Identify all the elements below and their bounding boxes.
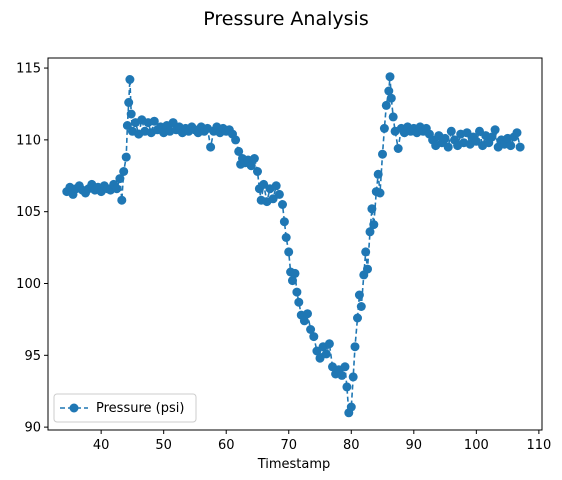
data-point xyxy=(249,154,259,163)
data-point xyxy=(490,125,500,135)
x-tick-label-90: 90 xyxy=(406,438,423,453)
data-point xyxy=(292,287,302,297)
data-point xyxy=(117,195,127,205)
data-point xyxy=(346,402,356,412)
data-point xyxy=(446,126,456,136)
data-point xyxy=(388,112,398,122)
data-point xyxy=(443,142,453,152)
plot-frame xyxy=(47,57,543,431)
data-point xyxy=(386,93,396,103)
legend: Pressure (psi) xyxy=(53,393,197,423)
x-tick-label-60: 60 xyxy=(218,438,235,453)
data-point xyxy=(321,349,331,359)
data-point xyxy=(309,332,319,342)
data-point xyxy=(393,144,403,153)
data-point xyxy=(115,174,125,184)
data-point xyxy=(378,149,387,159)
data-point xyxy=(512,128,522,138)
data-point xyxy=(365,227,375,237)
y-tick-label-100: 100 xyxy=(16,277,41,292)
data-point xyxy=(348,372,358,382)
x-axis: 40 50 60 70 80 90 100 110 xyxy=(93,430,551,453)
data-point xyxy=(124,98,134,107)
y-axis: 90 95 100 105 110 115 xyxy=(16,62,48,436)
data-point xyxy=(340,362,350,372)
data-point xyxy=(367,204,377,214)
data-point xyxy=(268,194,278,204)
data-point xyxy=(234,146,244,156)
data-point xyxy=(353,313,362,323)
series-markers-0 xyxy=(62,72,525,418)
data-point xyxy=(246,161,256,171)
legend-box xyxy=(53,393,197,423)
data-point xyxy=(515,142,525,152)
data-point xyxy=(324,339,334,349)
data-point xyxy=(121,152,131,162)
data-point xyxy=(373,169,383,179)
y-tick-label-115: 115 xyxy=(16,62,41,77)
x-tick-label-50: 50 xyxy=(155,438,172,453)
data-point xyxy=(350,342,360,352)
data-point xyxy=(337,370,347,380)
data-point xyxy=(315,353,325,363)
data-point xyxy=(271,181,281,191)
chart-title: Pressure Analysis xyxy=(203,8,368,30)
data-point xyxy=(356,302,366,311)
x-tick-label-110: 110 xyxy=(526,438,551,453)
data-point xyxy=(379,123,389,133)
plot-area xyxy=(48,58,542,430)
data-point xyxy=(440,133,450,143)
data-point xyxy=(231,135,241,145)
data-point xyxy=(487,132,497,142)
data-point xyxy=(290,268,300,278)
data-point xyxy=(303,309,312,319)
series-layer xyxy=(62,72,525,418)
data-point xyxy=(363,264,372,274)
data-point xyxy=(253,167,262,176)
x-axis-label: Timestamp xyxy=(257,457,331,472)
data-point xyxy=(288,276,297,286)
y-tick-label-110: 110 xyxy=(16,133,41,148)
y-tick-label-95: 95 xyxy=(24,349,41,364)
x-tick-label-80: 80 xyxy=(343,438,360,453)
data-point xyxy=(126,109,136,119)
data-point xyxy=(294,297,304,307)
data-point xyxy=(369,220,379,230)
data-point xyxy=(112,184,122,194)
data-point xyxy=(384,86,394,96)
data-point xyxy=(306,325,316,334)
data-point xyxy=(385,72,395,82)
data-point xyxy=(471,136,481,146)
x-tick-label-100: 100 xyxy=(464,438,489,453)
legend-label-pressure: Pressure (psi) xyxy=(96,401,184,416)
data-point xyxy=(119,167,129,176)
y-tick-label-105: 105 xyxy=(16,205,41,220)
data-point xyxy=(206,142,216,152)
y-tick-label-90: 90 xyxy=(24,421,41,436)
data-point xyxy=(279,217,289,227)
data-point xyxy=(375,188,385,198)
data-point xyxy=(278,200,287,209)
data-point xyxy=(381,100,391,110)
x-tick-label-70: 70 xyxy=(280,438,297,453)
data-point xyxy=(274,189,284,199)
data-point xyxy=(259,179,269,189)
data-point xyxy=(506,141,516,151)
legend-marker xyxy=(69,403,79,413)
data-point xyxy=(149,116,159,126)
data-point xyxy=(299,316,309,326)
data-point xyxy=(342,382,352,392)
x-tick-label-40: 40 xyxy=(93,438,110,453)
data-point xyxy=(125,75,135,84)
data-point xyxy=(354,290,364,300)
data-point xyxy=(281,233,291,242)
data-point xyxy=(361,247,371,257)
data-point xyxy=(284,247,294,257)
